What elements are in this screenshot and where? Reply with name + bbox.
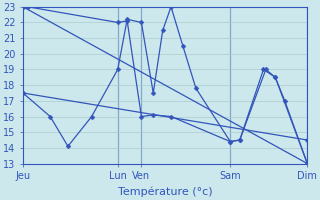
X-axis label: Température (°c): Température (°c) — [118, 187, 212, 197]
